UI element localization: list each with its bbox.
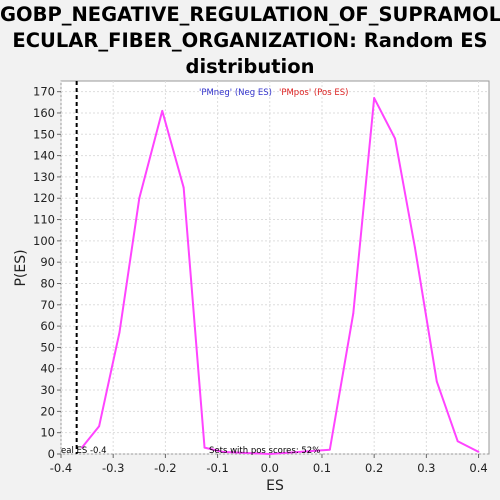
x-tick-label: -0.4	[50, 461, 72, 475]
grid	[60, 81, 489, 455]
y-tick-label: 150	[33, 127, 55, 141]
x-axis-ticks: -0.4 -0.3 -0.2 -0.1 0.0 0.1 0.2 0.3 0.4	[50, 454, 488, 475]
y-tick-label: 50	[40, 340, 55, 354]
y-axis-title: P(ES)	[13, 249, 29, 286]
data-point	[161, 109, 164, 112]
data-point	[373, 97, 376, 99]
data-point	[394, 137, 396, 140]
y-tick-label: 10	[40, 426, 55, 440]
x-tick-label: 0.2	[365, 461, 383, 475]
data-point	[138, 197, 141, 200]
x-tick-label: 0.3	[417, 461, 435, 475]
neg-es-legend-label: 'PMneg' (Neg ES)	[199, 88, 272, 98]
y-tick-label: 100	[33, 234, 55, 248]
y-tick-label: 170	[33, 85, 55, 99]
data-point	[268, 453, 271, 455]
data-point	[98, 425, 101, 428]
x-tick-label: 0.1	[313, 461, 331, 475]
data-point	[80, 446, 83, 449]
y-tick-label: 0	[48, 447, 55, 461]
chart-title: GOBP_NEGATIVE_REGULATION_OF_SUPRAMOL ECU…	[0, 3, 500, 78]
y-tick-label: 140	[33, 149, 55, 163]
series	[80, 97, 480, 455]
y-tick-label: 130	[33, 170, 55, 184]
data-point	[477, 450, 480, 453]
y-tick-label: 120	[33, 191, 55, 205]
y-tick-label: 90	[40, 255, 55, 269]
y-tick-label: 160	[33, 106, 55, 120]
data-point	[203, 446, 206, 449]
pos-es-legend-label: 'PMpos' (Pos ES)	[279, 88, 348, 98]
data-point	[456, 440, 459, 443]
y-axis-ticks: 0 10 20 30 40 50 60 70 80 90 100 110 120 130 140 150 160…	[33, 85, 61, 461]
y-tick-label: 60	[40, 319, 55, 333]
x-tick-label: 0.4	[469, 461, 487, 475]
pos-scores-label: Sets with pos scores: 52%	[209, 446, 320, 456]
y-tick-label: 70	[40, 298, 55, 312]
y-tick-label: 110	[33, 213, 55, 227]
data-point	[352, 312, 355, 315]
y-tick-label: 40	[40, 362, 55, 376]
data-point	[435, 380, 438, 383]
data-point	[182, 186, 185, 189]
real-es-label: eal ES -0.4	[61, 446, 107, 456]
y-tick-label: 20	[40, 404, 55, 418]
data-point	[118, 331, 121, 334]
x-tick-label: 0.0	[261, 461, 279, 475]
data-point	[413, 246, 416, 249]
data-point	[221, 450, 224, 453]
y-tick-label: 30	[40, 383, 55, 397]
x-tick-label: -0.2	[154, 461, 176, 475]
x-tick-label: -0.1	[206, 461, 228, 475]
plot-area	[60, 80, 490, 455]
x-axis-title: ES	[266, 478, 284, 494]
x-tick-label: -0.3	[102, 461, 124, 475]
y-tick-label: 80	[40, 276, 55, 290]
data-point	[328, 448, 331, 451]
